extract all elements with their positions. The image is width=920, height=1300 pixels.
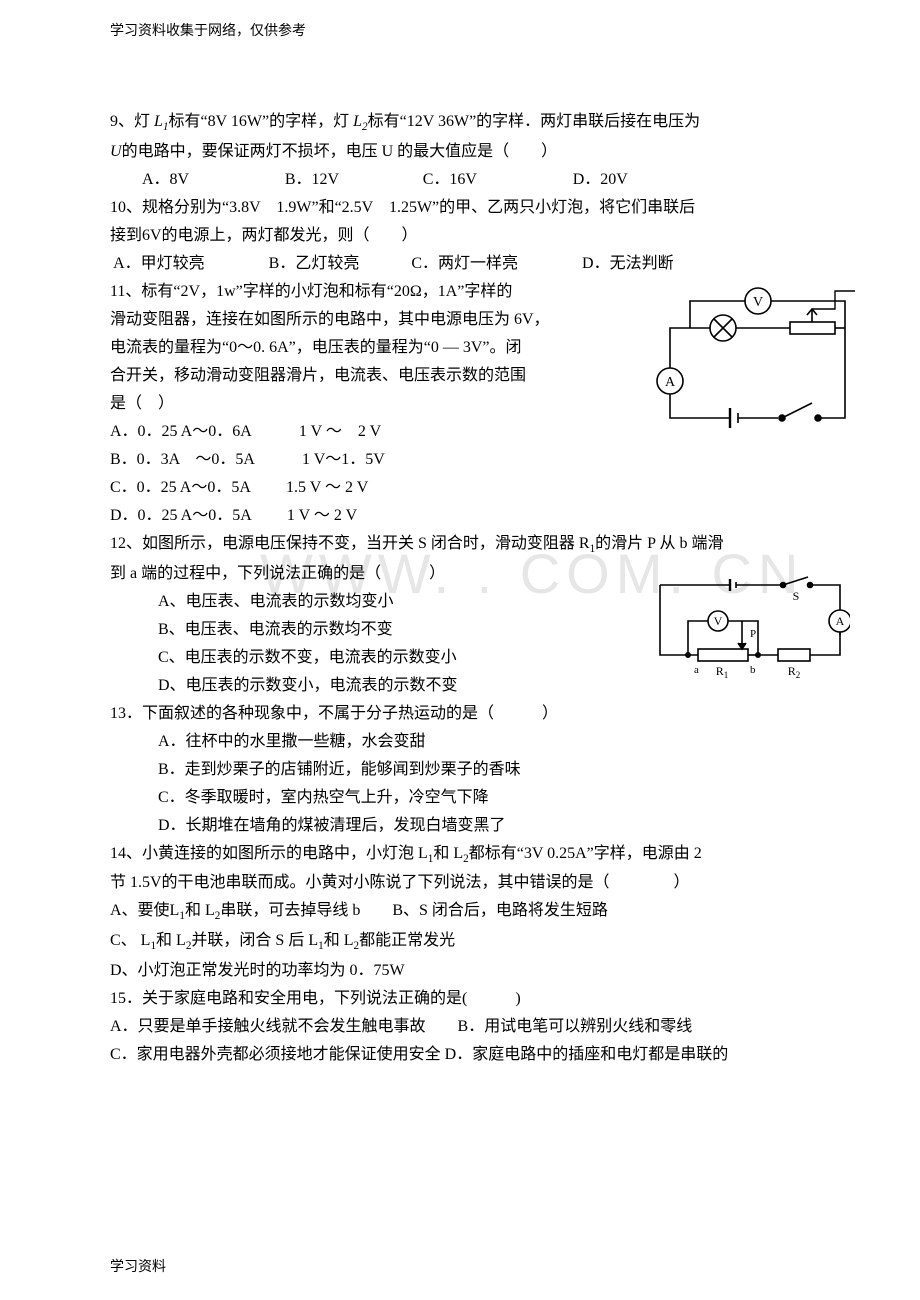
q9-L2: L [353, 113, 362, 130]
page-content: 9、灯 L 1 标有“8V 16W”的字样，灯 L 2 标有“12V 36W”的字样．两… [110, 108, 836, 1069]
q12-l1b: 的滑片 P 从 b 端滑 [595, 535, 723, 552]
q12-line1: 12、如图所示，电源电压保持不变，当开关 S 闭合时，滑动变阻器 R1的滑片 P… [110, 530, 836, 560]
R1-sub: 1 [724, 670, 729, 680]
q14-opt-d: D、小灯泡正常发光时的功率均为 0．75W [110, 957, 836, 985]
ammeter2-label: A [836, 614, 845, 628]
q9-l2a: 的电路中，要保证两灯不损坏，电压 U 的最大值应是（ ） [122, 143, 558, 160]
voltmeter-label: V [753, 295, 763, 310]
q13-opt-a: A．往杯中的水里撒一些糖，水会变甜 [110, 728, 836, 756]
q12-l1a: 12、如图所示，电源电压保持不变，当开关 S 闭合时，滑动变阻器 R [110, 535, 590, 552]
circuit-q12-diagram: S A R2 P a b R1 [650, 573, 850, 681]
switch-label: S [793, 589, 800, 603]
q9-line2: U的电路中，要保证两灯不损坏，电压 U 的最大值应是（ ） [110, 138, 836, 166]
q14-l1c: 都标有“3V 0.25A”字样，电源由 2 [469, 845, 702, 862]
q14-ab: 和 L [185, 902, 215, 919]
q15-opt-b: C．家用电器外壳都必须接地才能保证使用安全 D．家庭电路中的插座和电灯都是串联的 [110, 1041, 836, 1069]
a-label: a [694, 664, 699, 676]
circuit-q11-diagram: V A [650, 283, 860, 433]
q14-opt-c: C、 L1和 L2并联，闭合 S 后 L1和 L2都能正常发光 [110, 927, 836, 957]
q11-opt-c: C．0．25 A～0．5A 1.5 V ～ 2 V [110, 474, 836, 502]
q11-opt-b: B．0．3A ～0．5A 1 V～1．5V [110, 446, 836, 474]
R2-sub: 2 [796, 670, 801, 680]
ammeter-label: A [665, 375, 676, 390]
q14-line2: 节 1.5V的干电池串联而成。小黄对小陈说了下列说法，其中错误的是（ ） [110, 869, 836, 897]
q14-bb: 和 L [156, 932, 186, 949]
q10-line2: 接到6V的电源上，两灯都发光，则（ ） [110, 222, 836, 250]
page-footer: 学习资料 [110, 1256, 166, 1281]
q9-l1c: 标有“12V 36W”的字样．两灯串联后接在电压为 [368, 113, 701, 130]
q14-opt-a: A、要使L1和 L2串联，可去掉导线 b B、S 闭合后，电路将发生短路 [110, 897, 836, 927]
svg-text:R1: R1 [716, 664, 729, 680]
svg-text:R2: R2 [788, 664, 801, 680]
q15-line1: 15．关于家庭电路和安全用电，下列说法正确的是( ) [110, 985, 836, 1013]
q14-line1: 14、小黄连接的如图所示的电路中，小灯泡 L1和 L2都标有“3V 0.25A”… [110, 840, 836, 870]
R2-label: R [788, 664, 796, 678]
q14-bc: 并联，闭合 S 后 L [191, 932, 318, 949]
q9-l1b: 标有“8V 16W”的字样，灯 [169, 113, 354, 130]
q14-aa: A、要使L [110, 902, 179, 919]
q14-l1a: 14、小黄连接的如图所示的电路中，小灯泡 L [110, 845, 428, 862]
q14-ac: 串联，可去掉导线 b B、S 闭合后，电路将发生短路 [220, 902, 608, 919]
q14-l1b: 和 L [433, 845, 463, 862]
page-header: 学习资料收集于网络，仅供参考 [110, 20, 306, 45]
voltmeter2-label: V [714, 614, 723, 628]
q13-opt-d: D．长期堆在墙角的煤被清理后，发现白墙变黑了 [110, 812, 836, 840]
q9-options: A．8V B．12V C．16V D．20V [110, 166, 836, 194]
q14-bd: 和 L [324, 932, 354, 949]
q10-options: A．甲灯较亮 B．乙灯较亮 C．两灯一样亮 D．无法判断 [110, 250, 836, 278]
q14-be: 都能正常发光 [359, 932, 455, 949]
q14-ba: C、 L [110, 932, 150, 949]
b-label: b [750, 664, 756, 676]
p-label: P [750, 628, 756, 640]
q9-l1a: 9、灯 [110, 113, 154, 130]
q9-L1: L [154, 113, 163, 130]
q13-opt-c: C．冬季取暖时，室内热空气上升，冷空气下降 [110, 784, 836, 812]
q10-line1: 10、规格分别为“3.8V 1.9W”和“2.5V 1.25W”的甲、乙两只小灯… [110, 194, 836, 222]
q13-opt-b: B．走到炒栗子的店铺附近，能够闻到炒栗子的香味 [110, 756, 836, 784]
q11-opt-d: D．0．25 A～0．5A 1 V ～ 2 V [110, 502, 836, 530]
q15-opt-a: A．只要是单手接触火线就不会发生触电事故 B．用试电笔可以辨别火线和零线 [110, 1013, 836, 1041]
q9-U: U [110, 143, 122, 160]
q9-line1: 9、灯 L1标有“8V 16W”的字样，灯 L2标有“12V 36W”的字样．两… [110, 108, 836, 138]
R1-label: R [716, 664, 724, 678]
q13-line1: 13．下面叙述的各种现象中，不属于分子热运动的是（ ） [110, 700, 836, 728]
